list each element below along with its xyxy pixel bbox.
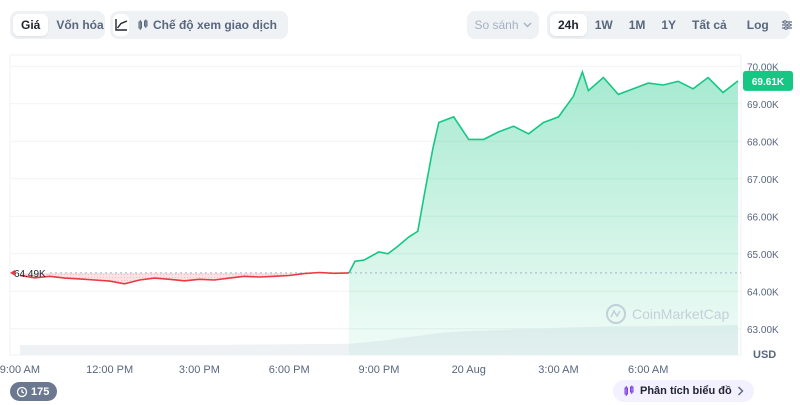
y-tick-label: 67.00K [747, 175, 779, 186]
settings-button[interactable] [781, 14, 793, 36]
tab-market-cap[interactable]: Vốn hóa [56, 18, 104, 32]
grid [10, 65, 741, 330]
volume-area [19, 325, 739, 355]
range-1m[interactable]: 1M [628, 18, 646, 32]
volume-area-shape [19, 325, 739, 355]
x-tick-label: 9:00 PM [358, 364, 399, 376]
compare-dropdown[interactable]: So sánh [467, 11, 539, 39]
y-tick-label: 64.00K [747, 287, 779, 298]
x-tick-label: 12:00 PM [86, 364, 133, 376]
plot-frame [9, 54, 742, 356]
tab-price[interactable]: Giá [13, 14, 49, 36]
x-tick-label: 9:00 AM [0, 364, 40, 376]
line-chart-icon [115, 19, 128, 31]
watermark-text: CoinMarketCap [632, 306, 729, 322]
x-tick-label: 6:00 PM [269, 364, 310, 376]
baseline-label: 64.49K [14, 269, 46, 280]
price-lines: 64.49K 69.61K [10, 69, 793, 285]
range-24h[interactable]: 24h [550, 14, 587, 36]
watermark: CoinMarketCap [606, 304, 729, 324]
trading-view-label: Chế độ xem giao dịch [152, 18, 277, 32]
sliders-icon [781, 20, 792, 30]
y-tick-label: 68.00K [747, 137, 779, 148]
compare-label: So sánh [474, 18, 519, 32]
chart-mode-toggle: Chế độ xem giao dịch [110, 11, 288, 39]
range-1y[interactable]: 1Y [661, 18, 677, 32]
price-areas [19, 71, 739, 356]
down-series-line [19, 271, 350, 285]
chevron-right-icon [737, 386, 744, 396]
y-tick-label: 69.00K [747, 100, 779, 111]
current-price-label: 69.61K [752, 77, 785, 88]
above-baseline-area [349, 71, 739, 356]
current-price-badge [743, 70, 793, 91]
below-baseline-area [19, 272, 350, 284]
y-tick-label: 65.00K [747, 250, 779, 261]
x-tick-label: 6:00 AM [628, 364, 668, 376]
x-tick-label: 20 Aug [452, 364, 486, 376]
range-selector: 24h 1W 1M 1Y Tất cả Log [547, 11, 793, 39]
comments-badge[interactable]: 175 [10, 382, 58, 401]
up-series-line [348, 69, 739, 274]
comments-count: 175 [31, 385, 50, 398]
chart-analysis-label: Phân tích biểu đồ [640, 385, 732, 397]
chart-analysis-button[interactable]: Phân tích biểu đồ [613, 380, 754, 402]
baseline-marker-icon [10, 269, 15, 276]
candlestick-icon [624, 385, 634, 396]
y-tick-label: 63.00K [747, 325, 779, 336]
coinmarketcap-logo-icon [606, 304, 626, 324]
line-chart-button[interactable] [113, 14, 129, 36]
y-tick-label: 66.00K [747, 212, 779, 223]
range-all[interactable]: Tất cả [692, 18, 727, 32]
range-1w[interactable]: 1W [594, 18, 613, 32]
x-tick-label: 3:00 PM [179, 364, 220, 376]
view-toggle: Giá Vốn hóa [10, 11, 105, 39]
chevron-down-icon [523, 22, 532, 28]
x-axis: 9:00 AM 12:00 PM 3:00 PM 6:00 PM 9:00 PM 20 A… [0, 364, 668, 376]
y-axis: 70.00K 69.00K 68.00K 67.00K 66.00K 65.00K 64.0… [747, 62, 779, 336]
currency-label: USD [753, 349, 776, 361]
history-icon [16, 386, 28, 397]
log-toggle[interactable]: Log [746, 18, 769, 32]
x-tick-label: 3:00 AM [538, 364, 578, 376]
y-tick-label: 70.00K [747, 62, 779, 73]
trading-view-button[interactable]: Chế độ xem giao dịch [129, 14, 285, 36]
candlestick-icon [138, 19, 148, 30]
